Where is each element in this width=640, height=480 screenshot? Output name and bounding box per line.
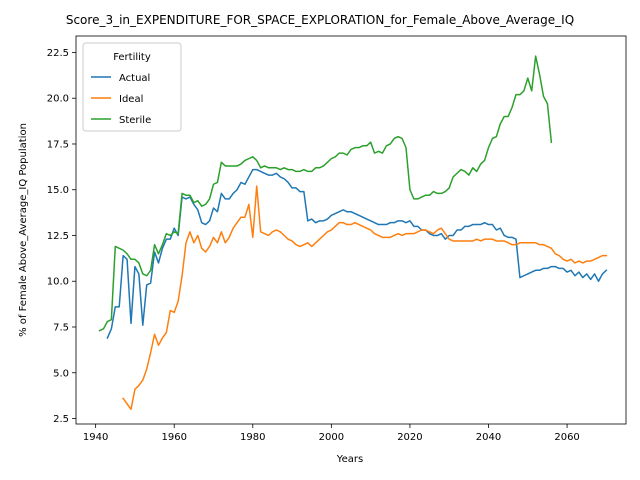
y-tick-label: 20.0: [47, 94, 69, 105]
x-axis-label: Years: [336, 454, 363, 465]
chart-title: Score_3_in_EXPENDITURE_FOR_SPACE_EXPLORA…: [66, 13, 574, 27]
legend-label-sterile: Sterile: [119, 115, 151, 126]
x-tick-label: 2000: [319, 432, 344, 443]
y-tick-label: 10.0: [47, 277, 69, 288]
y-tick-label: 15.0: [47, 185, 69, 196]
series-line-ideal: [122, 185, 608, 411]
y-tick-label: 7.5: [53, 323, 69, 334]
legend-label-ideal: Ideal: [119, 94, 143, 105]
y-tick-label: 5.0: [53, 368, 69, 379]
y-axis-label: % of Female Above_Average_IQ Population: [18, 123, 29, 337]
legend-label-actual: Actual: [119, 73, 150, 84]
x-tick-label: 1940: [83, 432, 108, 443]
axes-frame: [75, 35, 627, 425]
legend-title: Fertility: [113, 52, 151, 63]
x-tick-label: 2040: [476, 432, 501, 443]
legend: Fertility Actual Ideal Sterile: [82, 42, 182, 132]
y-tick-label: 22.5: [47, 48, 69, 59]
x-tick-label: 1980: [240, 432, 265, 443]
series-line-actual: [106, 168, 608, 339]
x-axis-ticks: 1940 1960 1980 2000 2020 2040 2060: [83, 424, 580, 443]
x-tick-label: 1960: [161, 432, 186, 443]
y-tick-label: 17.5: [47, 139, 69, 150]
legend-box: [82, 42, 182, 132]
y-tick-label: 12.5: [47, 231, 69, 242]
x-tick-label: 2020: [397, 432, 422, 443]
y-axis-ticks: 2.5 5.0 7.5 10.0 12.5 15.0 17.5 20.0 22.5: [47, 48, 76, 425]
series-line-sterile: [98, 55, 553, 332]
x-tick-label: 2060: [554, 432, 579, 443]
series-layer: [98, 55, 608, 411]
y-tick-label: 2.5: [53, 414, 69, 425]
axes: [75, 35, 627, 425]
